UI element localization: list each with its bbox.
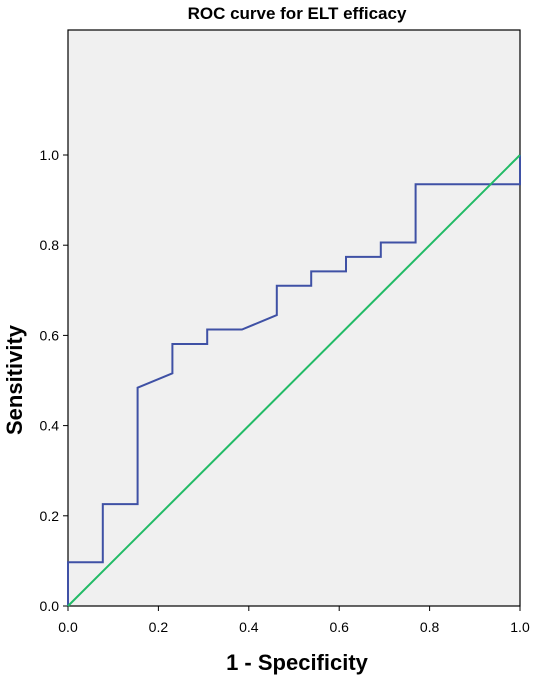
axis-ticks: 0.0 0.2 0.4 0.6 0.8 1.0 0.0 0.2 0.4 0.6 0.8 1.0 <box>40 147 530 635</box>
x-axis-title: 1 - Specificity <box>226 650 369 675</box>
x-tick-label: 0.6 <box>329 619 349 635</box>
series-group <box>67 154 521 607</box>
x-tick-label: 0.2 <box>149 619 169 635</box>
x-tick-label: 0.8 <box>420 619 440 635</box>
reference-diagonal-line <box>67 154 521 607</box>
y-tick-label: 0.8 <box>40 237 60 253</box>
y-tick-label: 1.0 <box>40 147 60 163</box>
y-tick-label: 0.6 <box>40 327 60 343</box>
x-tick-label: 1.0 <box>510 619 530 635</box>
y-tick-label: 0.4 <box>40 418 60 434</box>
x-tick-label: 0.4 <box>239 619 259 635</box>
roc-curve-line <box>67 155 521 606</box>
x-tick-label: 0.0 <box>58 619 78 635</box>
chart-title: ROC curve for ELT efficacy <box>188 4 407 23</box>
y-axis-title: Sensitivity <box>2 324 27 435</box>
plot-area <box>67 29 521 607</box>
y-tick-label: 0.2 <box>40 508 60 524</box>
y-tick-label: 0.0 <box>40 598 60 614</box>
